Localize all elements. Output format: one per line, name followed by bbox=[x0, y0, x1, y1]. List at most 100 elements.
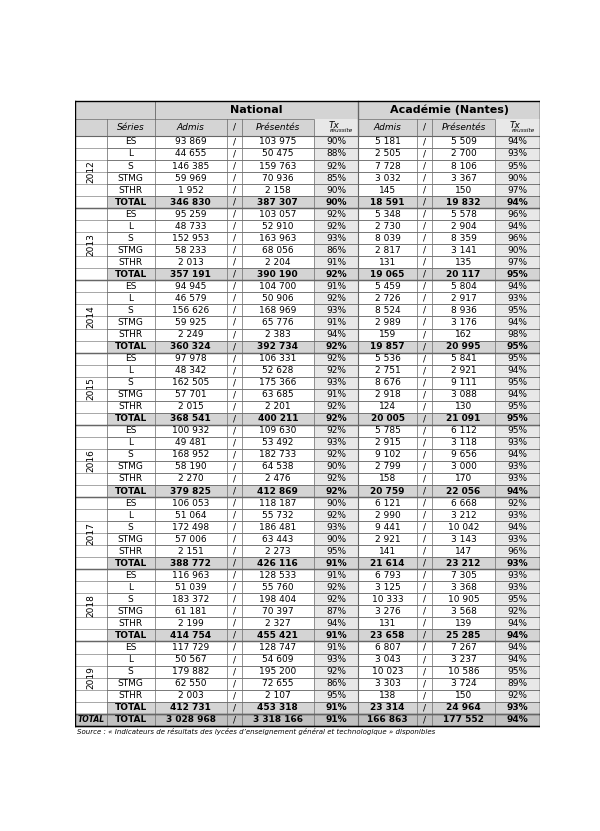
Bar bbox=[417, 425, 432, 437]
Text: 25 285: 25 285 bbox=[446, 631, 481, 640]
Bar bbox=[155, 317, 227, 328]
Text: 2 249: 2 249 bbox=[178, 330, 203, 339]
Text: Présentés: Présentés bbox=[442, 123, 486, 132]
Text: 379 825: 379 825 bbox=[170, 486, 211, 495]
Bar bbox=[432, 677, 496, 690]
Text: 8 039: 8 039 bbox=[375, 234, 401, 243]
Text: 18 591: 18 591 bbox=[370, 198, 405, 207]
Text: 95%: 95% bbox=[508, 426, 528, 435]
Bar bbox=[496, 642, 540, 653]
Text: 50 475: 50 475 bbox=[262, 150, 293, 159]
Bar bbox=[358, 497, 417, 509]
Bar bbox=[107, 280, 155, 293]
Text: /: / bbox=[233, 342, 236, 351]
Text: 2 990: 2 990 bbox=[375, 510, 401, 519]
Text: 90%: 90% bbox=[508, 174, 528, 183]
Text: 2 700: 2 700 bbox=[451, 150, 476, 159]
Bar bbox=[75, 136, 107, 208]
Text: /: / bbox=[233, 391, 236, 399]
Text: 2013: 2013 bbox=[86, 233, 95, 256]
Bar bbox=[417, 413, 432, 425]
Text: 93%: 93% bbox=[508, 534, 528, 543]
Bar bbox=[358, 304, 417, 317]
Text: 55 760: 55 760 bbox=[262, 583, 293, 592]
Text: /: / bbox=[423, 185, 426, 194]
Text: /: / bbox=[233, 523, 236, 532]
Bar bbox=[417, 352, 432, 365]
Bar bbox=[155, 701, 227, 714]
Bar bbox=[227, 413, 242, 425]
Bar bbox=[432, 473, 496, 485]
Bar bbox=[107, 581, 155, 593]
Bar bbox=[155, 509, 227, 521]
Bar bbox=[314, 605, 358, 617]
Bar bbox=[432, 605, 496, 617]
Text: STHR: STHR bbox=[119, 185, 143, 194]
Text: 93%: 93% bbox=[326, 306, 346, 315]
Bar bbox=[417, 642, 432, 653]
Text: 94%: 94% bbox=[507, 198, 529, 207]
Bar bbox=[242, 172, 314, 184]
Bar bbox=[155, 184, 227, 196]
Bar bbox=[227, 521, 242, 534]
Text: /: / bbox=[423, 631, 426, 640]
Text: 10 586: 10 586 bbox=[448, 667, 479, 676]
Text: 182 733: 182 733 bbox=[259, 450, 296, 460]
Bar bbox=[432, 653, 496, 666]
Text: /: / bbox=[233, 450, 236, 460]
Text: 98%: 98% bbox=[508, 330, 528, 339]
Text: 152 953: 152 953 bbox=[172, 234, 209, 243]
Text: /: / bbox=[423, 402, 426, 411]
Text: 7 267: 7 267 bbox=[451, 643, 476, 652]
Text: 97 978: 97 978 bbox=[175, 354, 206, 363]
Bar bbox=[417, 473, 432, 485]
Text: 162 505: 162 505 bbox=[172, 378, 209, 387]
Bar bbox=[227, 136, 242, 148]
Text: /: / bbox=[233, 486, 236, 495]
Text: 95%: 95% bbox=[508, 402, 528, 411]
Text: STHR: STHR bbox=[119, 547, 143, 556]
Bar bbox=[496, 136, 540, 148]
Text: /: / bbox=[423, 378, 426, 387]
Bar bbox=[417, 509, 432, 521]
Bar bbox=[496, 534, 540, 545]
Text: 147: 147 bbox=[455, 547, 472, 556]
Bar bbox=[417, 497, 432, 509]
Bar bbox=[155, 220, 227, 232]
Bar bbox=[107, 196, 155, 208]
Text: S: S bbox=[128, 450, 134, 460]
Bar bbox=[314, 341, 358, 352]
Bar bbox=[432, 545, 496, 558]
Text: /: / bbox=[233, 475, 236, 484]
Bar bbox=[496, 605, 540, 617]
Text: ES: ES bbox=[125, 137, 136, 146]
Bar bbox=[107, 509, 155, 521]
Bar bbox=[314, 629, 358, 642]
Bar bbox=[155, 413, 227, 425]
Text: S: S bbox=[128, 523, 134, 532]
Text: 9 111: 9 111 bbox=[451, 378, 476, 387]
Text: 2014: 2014 bbox=[86, 305, 95, 328]
Bar bbox=[496, 244, 540, 256]
Bar bbox=[417, 617, 432, 629]
Bar bbox=[358, 389, 417, 401]
Bar bbox=[107, 569, 155, 581]
Text: TOTAL: TOTAL bbox=[115, 703, 147, 712]
Bar bbox=[417, 328, 432, 341]
Text: 118 187: 118 187 bbox=[259, 499, 296, 508]
Bar bbox=[432, 220, 496, 232]
Text: 92%: 92% bbox=[326, 294, 346, 303]
Text: ES: ES bbox=[125, 426, 136, 435]
Text: 90%: 90% bbox=[508, 246, 528, 255]
Bar bbox=[432, 690, 496, 701]
Bar bbox=[314, 521, 358, 534]
Text: 6 121: 6 121 bbox=[375, 499, 401, 508]
Text: 141: 141 bbox=[379, 547, 396, 556]
Text: 92%: 92% bbox=[326, 222, 346, 231]
Bar bbox=[314, 666, 358, 677]
Bar bbox=[358, 629, 417, 642]
Text: 128 747: 128 747 bbox=[259, 643, 296, 652]
Bar bbox=[107, 220, 155, 232]
Text: 96%: 96% bbox=[508, 234, 528, 243]
Bar bbox=[314, 677, 358, 690]
